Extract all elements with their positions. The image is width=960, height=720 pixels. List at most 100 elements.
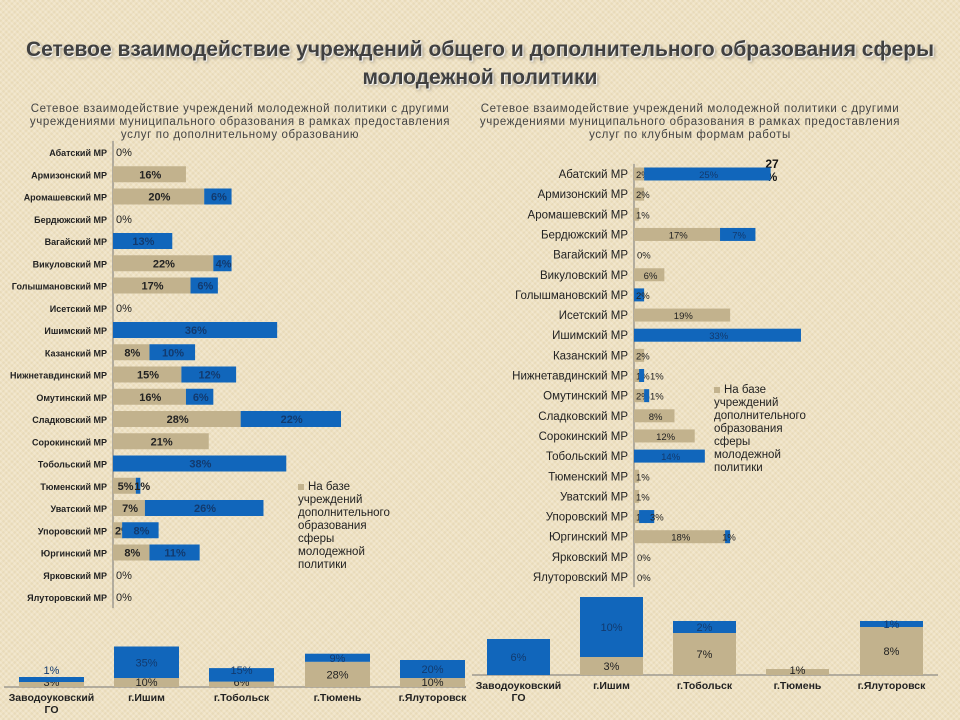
- bar-segment: [113, 411, 241, 427]
- data-label: 2%: [697, 622, 713, 634]
- data-label: 1%: [636, 492, 650, 503]
- category-label: Омутинский МР: [36, 393, 107, 403]
- bar-segment: [135, 477, 141, 494]
- data-label: 2%: [636, 190, 650, 201]
- category-label: Аромашевский МР: [528, 209, 629, 221]
- category-label: Викуловский МР: [540, 270, 628, 282]
- category-label: Казанский МР: [553, 350, 628, 362]
- data-label: 17%: [142, 281, 164, 293]
- category-label: г.Тобольск: [214, 692, 270, 704]
- data-label: 9%: [330, 653, 346, 665]
- data-label: 6%: [511, 652, 527, 664]
- bar-segment: [305, 653, 370, 662]
- category-label: г.Тобольск: [677, 680, 733, 692]
- category-label: Нижнетавдинский МР: [10, 371, 107, 381]
- category-label: Ишимский МР: [44, 326, 107, 336]
- bar-segment: [209, 681, 274, 687]
- category-label: Заводоуковский: [476, 680, 562, 692]
- category-label: Юргинский МР: [41, 549, 107, 559]
- data-label: 26%: [194, 503, 216, 515]
- data-label: 3%: [604, 661, 620, 673]
- data-label: 6%: [197, 281, 213, 293]
- data-label: 1%: [44, 665, 60, 677]
- bar-segment: [181, 366, 237, 383]
- bar-segment: [305, 661, 370, 687]
- bar-segment: [634, 167, 645, 181]
- bar-segment: [113, 366, 182, 383]
- data-label: 28%: [326, 669, 348, 681]
- category-label: Вагайский МР: [45, 237, 107, 247]
- legend-swatch: [298, 483, 304, 490]
- data-label: 18%: [671, 533, 691, 544]
- category-label: Голышмановский МР: [515, 290, 628, 302]
- bar-segment: [19, 682, 84, 687]
- data-label: 10%: [135, 677, 157, 689]
- bar-segment: [113, 322, 278, 338]
- category-label: ГО: [45, 704, 59, 716]
- data-label: 6%: [193, 392, 209, 404]
- bar-segment: [634, 288, 645, 302]
- data-label: 1%: [636, 210, 650, 221]
- bar-segment: [634, 530, 726, 544]
- bar-segment: [634, 187, 645, 201]
- category-label: Армизонский МР: [31, 170, 107, 180]
- bar-segment: [673, 621, 736, 633]
- category-label: г.Ишим: [128, 692, 165, 704]
- bar-segment: [114, 678, 179, 687]
- data-label: 13%: [132, 236, 154, 248]
- data-label: 1%: [650, 372, 664, 383]
- category-label: Армизонский МР: [538, 189, 629, 201]
- bar-segment: [644, 389, 650, 403]
- category-label: Тюменский МР: [40, 482, 107, 492]
- data-label: 1%: [650, 392, 664, 403]
- data-label: 8%: [124, 347, 140, 359]
- bar-segment: [213, 255, 232, 272]
- data-label: 38%: [189, 459, 211, 471]
- category-label: Уватский МР: [50, 504, 107, 514]
- bar-segment: [185, 388, 214, 405]
- bar-segment: [634, 348, 645, 362]
- category-label: ГО: [512, 692, 526, 704]
- bar-segment: [113, 500, 145, 516]
- data-label: 22%: [281, 414, 303, 426]
- bar-segment: [400, 660, 465, 678]
- bar-segment: [634, 227, 721, 241]
- bar-segment: [634, 469, 640, 483]
- data-label: 36%: [185, 325, 207, 337]
- data-label: 7%: [697, 649, 713, 661]
- category-label: Тобольский МР: [38, 460, 107, 470]
- bar-segment: [190, 277, 218, 294]
- data-label: 19%: [674, 311, 694, 322]
- data-label: 12%: [199, 370, 221, 382]
- data-label: 4%: [216, 258, 232, 270]
- category-label: г.Ялуторовск: [399, 692, 468, 704]
- bar-segment: [580, 657, 643, 675]
- category-label: Нижнетавдинский МР: [512, 371, 628, 383]
- bar-segment: [639, 510, 655, 524]
- data-label: 0%: [637, 573, 651, 584]
- data-label: 12%: [656, 432, 676, 443]
- bar-segment: [113, 344, 150, 361]
- category-label: Сорокинский МР: [32, 437, 107, 447]
- left-legend: На базе учреждений дополнительного образ…: [298, 481, 393, 572]
- category-label: Ялуторовский МР: [533, 572, 628, 584]
- bar-segment: [113, 477, 136, 494]
- data-label: 11%: [164, 548, 186, 560]
- legend-swatch: [714, 386, 720, 393]
- bar-segment: [639, 369, 645, 382]
- category-label: Казанский МР: [45, 348, 107, 358]
- bar-segment: [240, 411, 341, 427]
- bar-segment: [634, 389, 645, 403]
- category-label: Абатский МР: [559, 169, 629, 181]
- bar-segment: [580, 597, 643, 657]
- data-label: 6%: [211, 192, 227, 204]
- data-label: 7%: [732, 230, 746, 241]
- category-label: Юргинский МР: [549, 532, 628, 544]
- bar-segment: [634, 207, 640, 221]
- data-label: 25%: [699, 170, 719, 181]
- data-label: 10%: [600, 622, 622, 634]
- category-label: г.Ишим: [593, 680, 630, 692]
- bar-segment: [149, 544, 200, 561]
- data-label: 2%: [636, 170, 650, 181]
- category-label: Бердюжский МР: [34, 215, 107, 225]
